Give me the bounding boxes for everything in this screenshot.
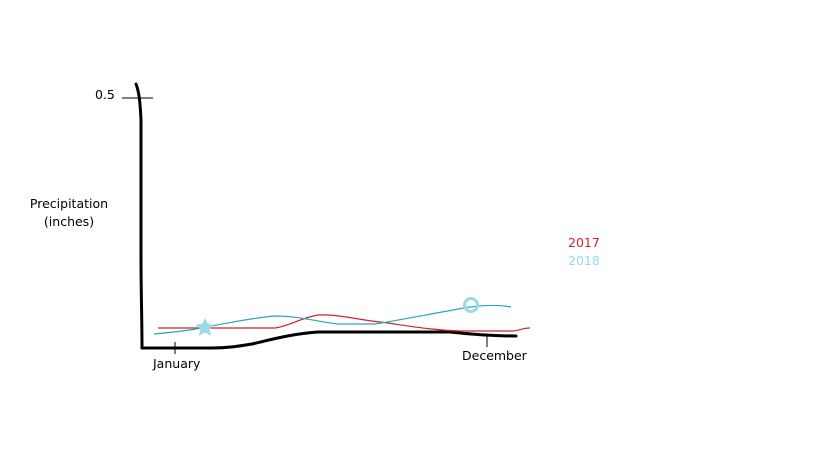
series-2018-star-marker — [196, 318, 214, 336]
y-axis-label: Precipitation (inches) — [29, 196, 109, 229]
x-axis — [140, 330, 518, 350]
x-tick-label-december: December — [462, 348, 527, 363]
y-axis — [134, 82, 144, 350]
legend-entry-2017: 2017 — [568, 235, 600, 250]
y-tick-label: 0.5 — [95, 87, 115, 102]
series-2018-circle-marker — [463, 297, 479, 313]
legend-entry-2018: 2018 — [568, 253, 600, 268]
series-2017-line — [158, 314, 531, 332]
x-tick-label-january: January — [153, 356, 201, 371]
